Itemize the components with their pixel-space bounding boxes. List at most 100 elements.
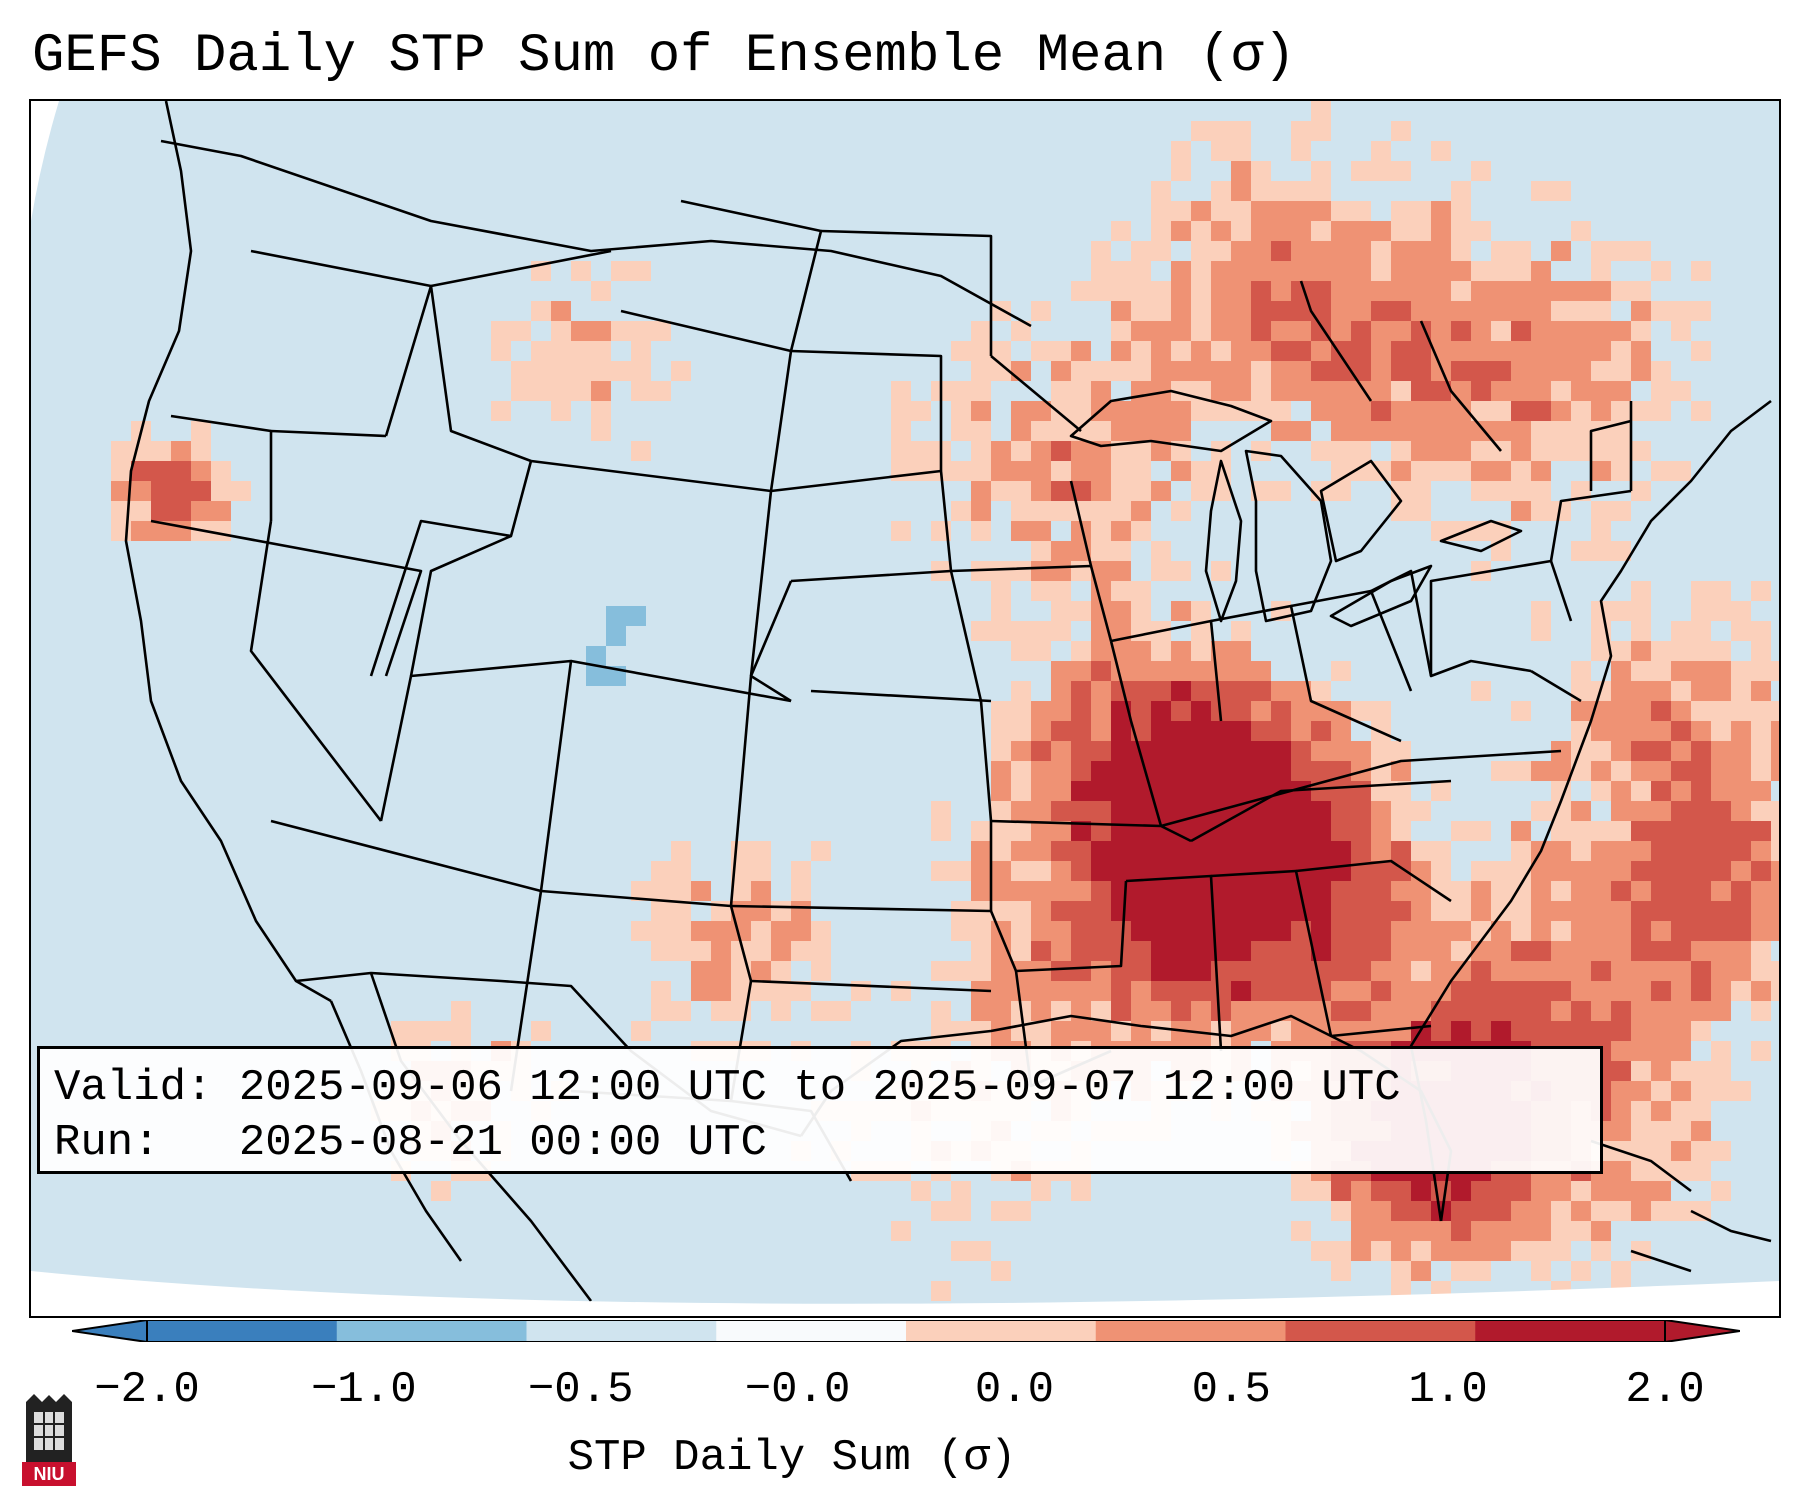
anomaly-cell (1671, 681, 1691, 701)
anomaly-cell (1631, 761, 1651, 781)
anomaly-cell (1671, 1101, 1691, 1121)
anomaly-cell (1131, 481, 1151, 501)
anomaly-cell (1271, 921, 1291, 941)
anomaly-cell (1011, 461, 1031, 481)
anomaly-cell (1671, 1081, 1691, 1101)
anomaly-cell (1271, 1001, 1291, 1021)
anomaly-cell (1671, 461, 1691, 481)
anomaly-cell (1391, 1021, 1411, 1041)
anomaly-cell (1731, 701, 1751, 721)
anomaly-cell (1531, 341, 1551, 361)
anomaly-cell (191, 501, 211, 521)
anomaly-cell (1311, 361, 1331, 381)
anomaly-cell (1591, 761, 1611, 781)
anomaly-cell (1391, 261, 1411, 281)
anomaly-cell (1411, 501, 1431, 521)
anomaly-cell (1291, 821, 1311, 841)
anomaly-cell (1731, 981, 1751, 1001)
anomaly-cell (1331, 821, 1351, 841)
anomaly-cell (1371, 701, 1391, 721)
anomaly-cell (1651, 261, 1671, 281)
anomaly-cell (1451, 181, 1471, 201)
anomaly-cell (1311, 341, 1331, 361)
anomaly-cell (1211, 561, 1231, 581)
anomaly-cell (1431, 281, 1451, 301)
run-line: Run: 2025-08-21 00:00 UTC (54, 1118, 767, 1168)
anomaly-cell (1331, 881, 1351, 901)
anomaly-cell (1011, 441, 1031, 461)
anomaly-cell (1151, 721, 1171, 741)
anomaly-cell (1051, 721, 1071, 741)
anomaly-cell (731, 921, 751, 941)
anomaly-cell (1731, 921, 1751, 941)
anomaly-cell (991, 881, 1011, 901)
anomaly-cell (1331, 361, 1351, 381)
anomaly-cell (1571, 1001, 1591, 1021)
anomaly-cell (1071, 741, 1091, 761)
anomaly-cell (991, 961, 1011, 981)
anomaly-cell (1691, 721, 1711, 741)
anomaly-cell (1511, 821, 1531, 841)
anomaly-cell (1091, 801, 1111, 821)
anomaly-cell (1031, 421, 1051, 441)
anomaly-cell (1651, 1001, 1671, 1021)
anomaly-cell (1691, 301, 1711, 321)
anomaly-cell (1171, 161, 1191, 181)
anomaly-cell (151, 501, 171, 521)
anomaly-cell (1251, 161, 1271, 181)
anomaly-cell (1671, 901, 1691, 921)
anomaly-cell (1431, 141, 1451, 161)
anomaly-cell (1191, 841, 1211, 861)
anomaly-cell (1691, 1161, 1711, 1181)
anomaly-cell (1651, 361, 1671, 381)
anomaly-cell (1411, 281, 1431, 301)
anomaly-cell (1511, 841, 1531, 861)
anomaly-cell (1071, 941, 1091, 961)
anomaly-cell (1491, 981, 1511, 1001)
anomaly-cell (1531, 321, 1551, 341)
anomaly-cell (1631, 281, 1651, 301)
anomaly-cell (551, 381, 571, 401)
anomaly-cell (1691, 1121, 1711, 1141)
anomaly-cell (1431, 461, 1451, 481)
anomaly-cell (1371, 1201, 1391, 1221)
anomaly-cell (1131, 681, 1151, 701)
anomaly-cell (1151, 1021, 1171, 1041)
anomaly-cell (1351, 801, 1371, 821)
anomaly-cell (1511, 1201, 1531, 1221)
anomaly-cell (1631, 401, 1651, 421)
anomaly-cell (651, 861, 671, 881)
anomaly-cell (1091, 841, 1111, 861)
anomaly-cell (1191, 241, 1211, 261)
anomaly-cell (1571, 381, 1591, 401)
anomaly-cell (1311, 821, 1331, 841)
anomaly-cell (711, 1001, 731, 1021)
anomaly-cell (1451, 1261, 1471, 1281)
anomaly-cell (1531, 281, 1551, 301)
anomaly-cell (1111, 301, 1131, 321)
anomaly-cell (1411, 1261, 1431, 1281)
anomaly-cell (1611, 501, 1631, 521)
anomaly-cell (1491, 1201, 1511, 1221)
anomaly-cell (1171, 881, 1191, 901)
anomaly-cell (1291, 841, 1311, 861)
anomaly-cell (1511, 241, 1531, 261)
anomaly-cell (1011, 521, 1031, 541)
anomaly-cell (1051, 881, 1071, 901)
anomaly-cell (1011, 881, 1031, 901)
anomaly-cell (1091, 641, 1111, 661)
anomaly-cell (1131, 741, 1151, 761)
anomaly-cell (1311, 221, 1331, 241)
anomaly-cell (1371, 221, 1391, 241)
anomaly-cell (1231, 201, 1251, 221)
anomaly-cell (1591, 301, 1611, 321)
anomaly-cell (711, 941, 731, 961)
niu-logo: NIU (22, 1394, 76, 1486)
anomaly-cell (1291, 801, 1311, 821)
anomaly-cell (1371, 961, 1391, 981)
anomaly-cell (1251, 221, 1271, 241)
anomaly-cell (1471, 281, 1491, 301)
anomaly-cell (1691, 861, 1711, 881)
anomaly-cell (1251, 181, 1271, 201)
anomaly-cell (1271, 301, 1291, 321)
